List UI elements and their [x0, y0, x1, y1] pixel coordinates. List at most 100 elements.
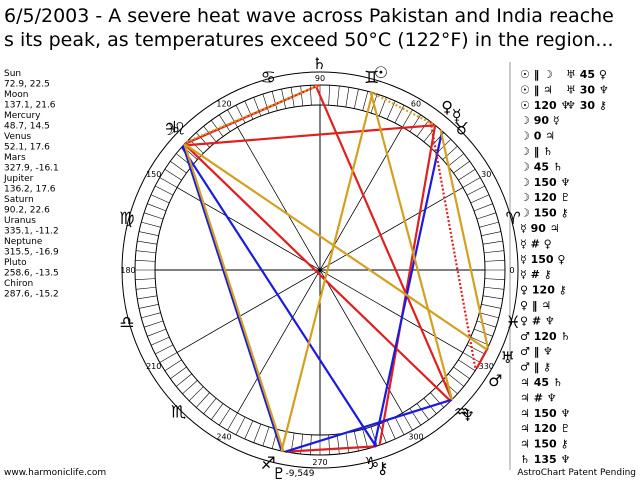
ring-tick [386, 420, 396, 440]
planet-name: Pluto [4, 258, 27, 268]
ring-tick [155, 344, 174, 355]
ring-tick [135, 260, 156, 262]
ring-tick [164, 359, 182, 372]
ring-tick [470, 194, 490, 204]
ring-tick [227, 109, 238, 128]
planet-name: Chiron [4, 279, 33, 289]
planet-name: Venus [4, 132, 31, 142]
ring-tick [482, 240, 503, 245]
planet-glyph: ♅ [501, 348, 515, 367]
ring-tick [416, 120, 429, 137]
aspect-row: ☉ ‖ ☽ [520, 68, 553, 81]
degree-label: 240 [216, 432, 231, 441]
aspect-row: ♆ 30 ⚷ [566, 99, 607, 112]
planet-glyph: ♄ [312, 54, 326, 73]
zodiac-sign: ♊ [364, 68, 379, 88]
ring-tick [484, 260, 505, 262]
planet-position: 90.2, 22.6 [4, 206, 50, 216]
ring-tick [300, 85, 304, 106]
aspect-row: ♃ # ♆ [520, 391, 557, 404]
ring-tick [448, 373, 464, 387]
zodiac-sign: ♓ [506, 313, 521, 333]
aspect-row: ♂ ‖ ⚷ [520, 361, 551, 374]
degree-label: 0 [509, 266, 514, 275]
footer-right: AstroChart Patent Pending [517, 468, 636, 478]
degree-label: 330 [479, 362, 494, 371]
ring-tick [235, 416, 246, 435]
aspect-row: ♂ 120 ♄ [520, 330, 570, 343]
aspect-line [314, 84, 453, 401]
ring-tick [135, 250, 156, 254]
aspect-row: ☿ # ♀ [520, 237, 552, 250]
wheel: 0 30 60 90 120 150 180 210 240 270 300 330 ♈ ♉ ♊ ♋ ♌ ♍ ♎ ♏ ♐… [119, 54, 521, 480]
planet-position: 315.5, -16.9 [4, 248, 59, 258]
aspect-row: ♀ 120 ⚷ [520, 284, 567, 297]
ring-tick [362, 91, 369, 111]
aspect-row: ♀ # ♆ [520, 314, 555, 327]
aspect-line [378, 125, 437, 446]
aspect-row: ♂ ‖ ♆ [520, 345, 553, 358]
ring-tick [195, 132, 210, 148]
ring-tick [176, 373, 192, 387]
degree-label: 150 [146, 170, 161, 179]
ring-tick [188, 386, 204, 402]
degree-label: 120 [216, 100, 231, 109]
planet-position: 287.6, -15.2 [4, 290, 59, 300]
ring-tick [409, 114, 422, 132]
aspect-line [183, 143, 452, 402]
aspect-line [439, 129, 489, 349]
ring-tick [138, 304, 159, 309]
aspect-row: ☿ 90 ♃ [520, 222, 560, 235]
ring-tick [253, 97, 262, 117]
planet-name: Neptune [4, 237, 43, 247]
ring-tick [484, 278, 505, 280]
planet-name: Uranus [4, 216, 36, 226]
ring-tick [466, 185, 485, 196]
ring-tick [262, 93, 270, 114]
planet-position: 72.9, 22.5 [4, 80, 50, 90]
ring-tick [218, 114, 231, 132]
aspect-line [186, 83, 320, 143]
aspect-row: ♃ 150 ♆ [520, 407, 570, 420]
ring-tick [195, 392, 210, 408]
planet-position: 137.1, 21.6 [4, 101, 56, 111]
ring-tick [170, 366, 187, 379]
aspect-row: ♅ 45 ♀ [566, 68, 607, 81]
planet-position: 52.1, 17.6 [4, 143, 50, 153]
ring-tick [466, 344, 485, 355]
ring-tick [458, 168, 476, 181]
degree-label: 270 [312, 458, 327, 467]
ring-tick [482, 295, 503, 300]
ring-tick [182, 380, 198, 395]
ring-tick [244, 420, 254, 440]
ring-tick [479, 312, 499, 319]
ring-tick [473, 203, 493, 212]
ring-tick [462, 177, 481, 188]
footer-left: www.harmoniclife.com [4, 468, 106, 478]
aspect-row: ☽ ‖ ♄ [520, 145, 553, 158]
title-line: s its peak, as temperatures exceed 50°C … [4, 29, 614, 51]
ring-tick [244, 100, 254, 120]
ring-tick [448, 153, 464, 167]
ring-tick [143, 212, 164, 220]
aspect-row: ♃ 150 ⚷ [520, 438, 569, 451]
ring-tick [394, 416, 405, 435]
aspect-line [285, 445, 377, 453]
planet-glyph: ⚷ [377, 458, 389, 477]
ring-tick [473, 328, 493, 337]
ring-tick [271, 91, 278, 111]
ring-tick [481, 231, 502, 236]
zodiac-sign: ♑ [364, 454, 379, 474]
ring-tick [135, 286, 156, 290]
aspect-row: ☿ 150 ♀ [520, 253, 565, 266]
ring-tick [281, 88, 286, 109]
ring-tick [262, 426, 270, 447]
ring-tick [141, 221, 161, 228]
degree-label: 30 [481, 170, 491, 179]
planet-name: Saturn [4, 195, 34, 205]
ring-tick [328, 85, 330, 106]
planet-glyph: ♀ [441, 98, 453, 117]
zodiac-sign: ♏ [171, 402, 186, 422]
ring-tick [203, 398, 217, 414]
